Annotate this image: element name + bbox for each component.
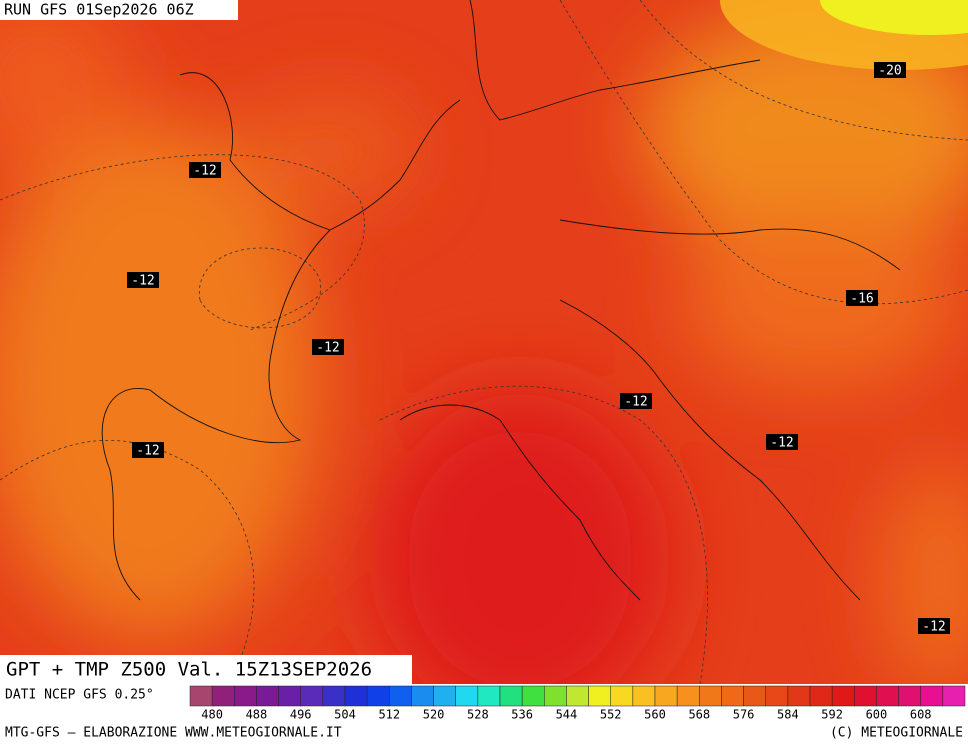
colorbar-tick: 480	[201, 708, 223, 722]
temp-label: -12	[193, 164, 216, 179]
temp-label-box	[132, 442, 164, 458]
temp-label-box	[189, 162, 221, 178]
colorbar-tick: 488	[246, 708, 268, 722]
color-box	[699, 685, 722, 707]
color-box	[942, 685, 966, 707]
color-box	[211, 685, 235, 707]
colorbar-tick: 560	[644, 708, 666, 722]
color-box	[566, 685, 589, 707]
color-box	[256, 685, 279, 707]
temp-label: -12	[131, 274, 154, 289]
color-box	[876, 685, 899, 707]
colorbar: 480 488 496 504 512 520 528 536 544 552 560 568 576 5…	[189, 685, 966, 722]
temp-label-box	[766, 434, 798, 450]
map	[0, 0, 968, 684]
color-box	[588, 685, 611, 707]
contours	[0, 0, 968, 684]
temp-label-box	[918, 618, 950, 634]
color-box	[920, 685, 944, 707]
colorbar-tick: 496	[290, 708, 312, 722]
color-box	[477, 685, 501, 707]
colorbar-tick: 552	[600, 708, 622, 722]
color-box	[366, 685, 390, 707]
color-box	[743, 685, 766, 707]
temp-label: -20	[878, 64, 901, 79]
colorbar-tick: 576	[733, 708, 755, 722]
color-box	[787, 685, 811, 707]
run-label: RUN GFS 01Sep2026 06Z	[4, 1, 194, 19]
color-box	[389, 685, 412, 707]
color-box	[632, 685, 656, 707]
color-box	[300, 685, 324, 707]
temp-label-box	[620, 393, 652, 409]
title-box	[0, 655, 412, 684]
colorbar-tick: 592	[821, 708, 843, 722]
color-box	[898, 685, 921, 707]
footer-right: (C) METEOGIORNALE	[830, 726, 963, 741]
temp-label: -12	[770, 436, 793, 451]
colorbar-tick: 528	[467, 708, 489, 722]
header-box	[0, 0, 238, 20]
colorbar-tick: 536	[511, 708, 533, 722]
color-box	[344, 685, 368, 707]
colorbar-tick: 504	[334, 708, 356, 722]
temp-label: -12	[922, 620, 945, 635]
color-box	[234, 685, 257, 707]
color-box	[654, 685, 678, 707]
color-box	[610, 685, 634, 707]
color-box	[809, 685, 833, 707]
color-box	[411, 685, 434, 707]
color-box	[676, 685, 700, 707]
color-box	[322, 685, 346, 707]
temp-label-box	[874, 62, 906, 78]
temp-label: -12	[624, 395, 647, 410]
temp-label-box	[312, 339, 344, 355]
colorbar-tick: 512	[378, 708, 400, 722]
color-box	[521, 685, 545, 707]
color-box	[433, 685, 456, 707]
colorbar-tick: 568	[688, 708, 710, 722]
source-label: DATI NCEP GFS 0.25°	[5, 688, 154, 703]
color-box	[189, 685, 213, 707]
temp-label: -16	[850, 292, 873, 307]
colorbar-tick: 544	[556, 708, 578, 722]
colorbar-tick: 520	[423, 708, 445, 722]
borders	[101, 0, 901, 601]
color-box	[721, 685, 744, 707]
temp-label-box	[127, 272, 159, 288]
temp-label: -12	[316, 341, 339, 356]
colorbar-tick: 608	[910, 708, 932, 722]
temp-label: -12	[136, 444, 159, 459]
color-box	[765, 685, 789, 707]
color-box	[854, 685, 877, 707]
colorbar-tick: 600	[866, 708, 888, 722]
temp-label-box	[846, 290, 878, 306]
color-box	[278, 685, 301, 707]
color-box	[544, 685, 567, 707]
color-box	[831, 685, 855, 707]
color-box	[455, 685, 479, 707]
color-box	[499, 685, 523, 707]
footer-left: MTG-GFS — ELABORAZIONE WWW.METEOGIORNALE…	[5, 726, 342, 741]
colorbar-tick: 584	[777, 708, 799, 722]
map-title: GPT + TMP Z500 Val. 15Z13SEP2026	[6, 659, 372, 681]
